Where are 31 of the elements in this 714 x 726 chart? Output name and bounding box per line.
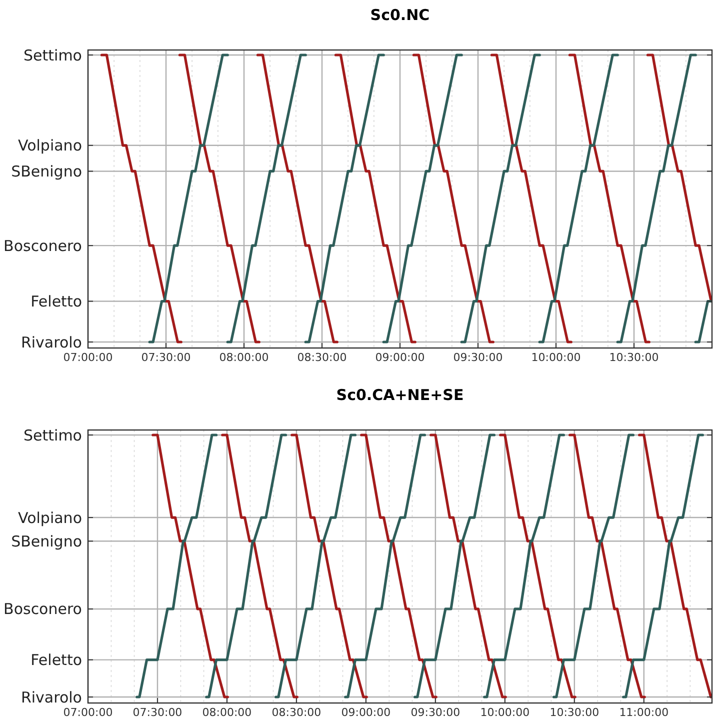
- text: SBenigno: [11, 532, 82, 550]
- x-tick-label: 10:00:00: [531, 351, 581, 364]
- text: Feletto: [30, 292, 82, 310]
- chart-title: Sc0.NC: [370, 6, 430, 24]
- x-tick-label: 10:30:00: [550, 706, 600, 719]
- text: Feletto: [30, 651, 82, 670]
- x-tick-label: 09:30:00: [453, 351, 503, 364]
- x-tick-label: 08:30:00: [272, 706, 322, 719]
- x-tick-label: 10:00:00: [480, 706, 530, 719]
- text: Rivarolo: [20, 333, 82, 352]
- text: Bosconero: [4, 236, 82, 255]
- x-tick-label: 11:00:00: [619, 706, 669, 719]
- text: SBenigno: [11, 162, 82, 180]
- x-tick-label: 07:30:00: [132, 706, 182, 719]
- text: Volpiano: [18, 508, 82, 527]
- x-tick-label: 09:00:00: [375, 351, 425, 364]
- text: Settimo: [24, 426, 82, 444]
- text: Volpiano: [18, 136, 82, 155]
- text: Bosconero: [4, 600, 82, 618]
- text: Settimo: [24, 46, 82, 64]
- x-tick-label: 08:00:00: [202, 706, 252, 719]
- text: Rivarolo: [20, 688, 82, 706]
- x-tick-label: 09:30:00: [410, 706, 460, 719]
- x-tick-label: 07:00:00: [63, 351, 113, 364]
- x-tick-label: 10:30:00: [609, 351, 659, 364]
- x-tick-label: 09:00:00: [341, 706, 391, 719]
- x-tick-label: 08:30:00: [297, 351, 347, 364]
- x-tick-label: 07:30:00: [141, 351, 191, 364]
- x-tick-label: 07:00:00: [63, 706, 113, 719]
- x-tick-label: 08:00:00: [219, 351, 269, 364]
- chart-title: Sc0.CA+NE+SE: [336, 386, 464, 404]
